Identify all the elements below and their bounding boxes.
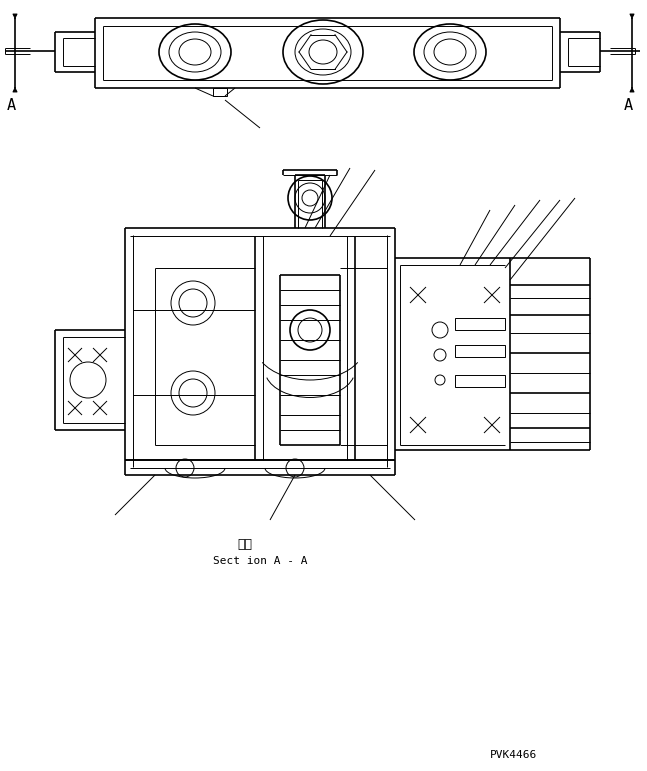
Bar — [455, 345, 505, 357]
Bar — [455, 375, 505, 387]
Text: Sect ion A - A: Sect ion A - A — [213, 556, 307, 566]
Text: A: A — [7, 98, 16, 113]
Bar — [213, 88, 227, 96]
Text: A: A — [624, 98, 633, 113]
Text: PVK4466: PVK4466 — [490, 750, 537, 760]
Text: 断面: 断面 — [237, 538, 252, 551]
Bar — [455, 318, 505, 330]
